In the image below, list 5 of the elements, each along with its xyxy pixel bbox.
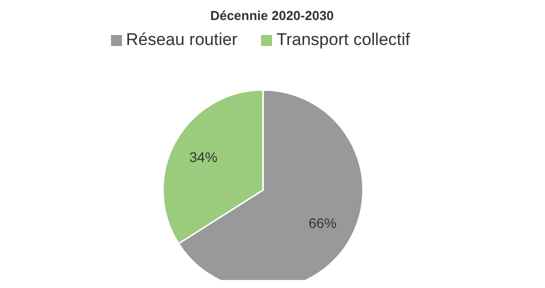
- legend-label: Transport collectif: [276, 30, 410, 49]
- data-label: 34%: [189, 149, 218, 166]
- chart-title: Décennie 2020-2030: [210, 8, 334, 23]
- legend-label: Réseau routier: [126, 30, 238, 49]
- data-label: 66%: [308, 214, 337, 231]
